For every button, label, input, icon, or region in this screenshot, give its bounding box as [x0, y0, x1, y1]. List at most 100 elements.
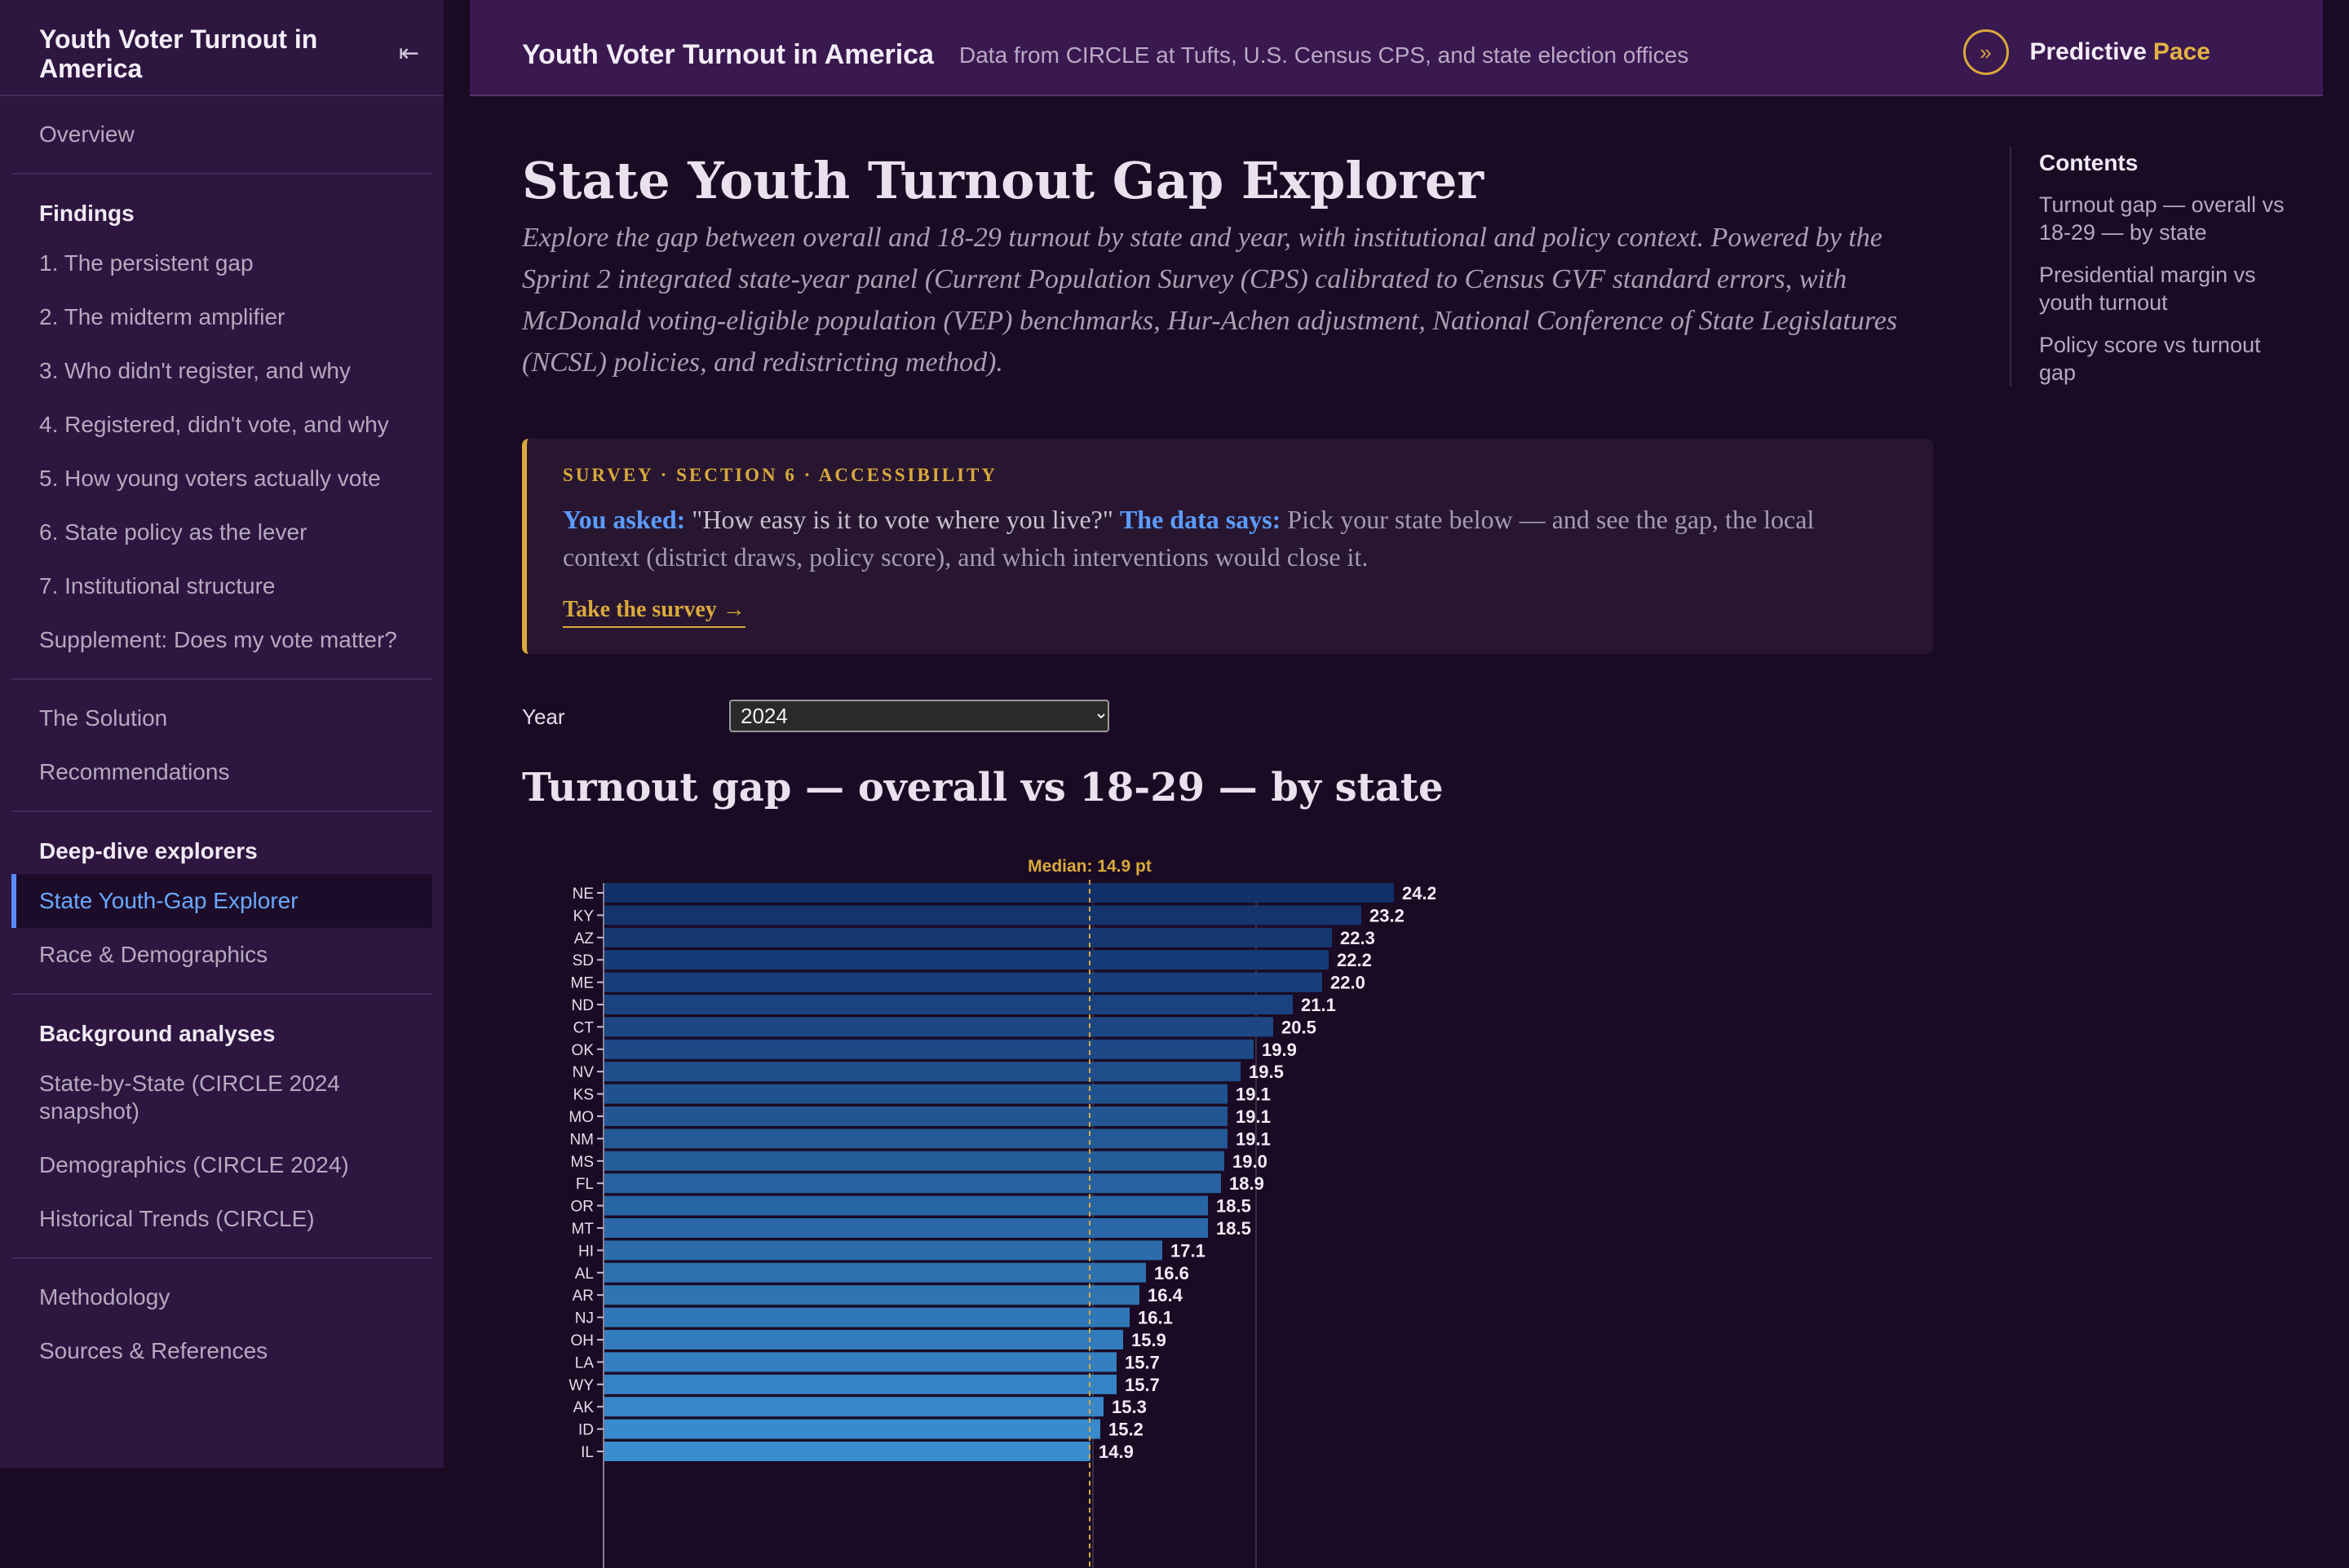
- value-label-ar: 16.4: [1148, 1285, 1183, 1305]
- sidebar: Youth Voter Turnout in America ⇤ Overvie…: [0, 0, 444, 1468]
- brand-link[interactable]: » Predictive Pace: [1962, 29, 2210, 75]
- toc-item-presidential-margin[interactable]: Presidential margin vs youth turnout: [2039, 263, 2256, 315]
- sidebar-item-finding-1[interactable]: 1. The persistent gap: [39, 250, 254, 276]
- toc-heading: Contents: [2039, 150, 2139, 175]
- sidebar-item-overview[interactable]: Overview: [39, 121, 135, 147]
- toc-item-policy-score[interactable]: Policy score vs turnout gap: [2039, 333, 2261, 385]
- sidebar-item-recommendations[interactable]: Recommendations: [39, 759, 230, 784]
- sidebar-item-methodology[interactable]: Methodology: [39, 1284, 170, 1310]
- bar-sd: [604, 950, 1329, 970]
- tick-label-sd: SD: [573, 952, 594, 970]
- bar-la: [604, 1352, 1117, 1372]
- tick-label-ct: CT: [573, 1019, 595, 1036]
- tick-label-or: OR: [571, 1199, 595, 1216]
- callout-kicker: SURVEY · SECTION 6 · ACCESSIBILITY: [563, 465, 998, 485]
- table-of-contents: Contents Turnout gap — overall vs 18-29 …: [2010, 147, 2303, 386]
- sidebar-heading-deep-dive: Deep-dive explorers: [39, 838, 258, 864]
- tick-label-ok: OK: [572, 1042, 595, 1059]
- chevrons-right-icon: »: [1962, 29, 2009, 75]
- bar-hi: [604, 1240, 1162, 1261]
- sidebar-item-supplement[interactable]: Supplement: Does my vote matter?: [39, 627, 397, 652]
- sidebar-item-solution[interactable]: The Solution: [39, 705, 168, 731]
- value-label-ms: 19.0: [1232, 1151, 1267, 1172]
- sidebar-item-race-demographics[interactable]: Race & Demographics: [39, 942, 268, 967]
- sidebar-item-finding-4[interactable]: 4. Registered, didn't vote, and why: [39, 412, 389, 437]
- sidebar-item-state-by-state[interactable]: State-by-State (CIRCLE 2024 snapshot): [39, 1071, 340, 1124]
- bar-il: [604, 1442, 1090, 1461]
- sidebar-item-finding-6[interactable]: 6. State policy as the lever: [39, 519, 307, 545]
- bar-ky: [604, 905, 1361, 925]
- sidebar-item-demographics[interactable]: Demographics (CIRCLE 2024): [39, 1152, 349, 1177]
- value-label-hi: 17.1: [1170, 1240, 1205, 1261]
- turnout-gap-bar-chart: NE 24.2 KY 23.2 AZ 22.3 SD 22.2 ME 22.0 ND 21.1 CT 20…: [568, 857, 1436, 1568]
- tick-label-nj: NJ: [575, 1310, 594, 1327]
- bar-nm: [604, 1129, 1228, 1149]
- sidebar-item-finding-5[interactable]: 5. How young voters actually vote: [39, 466, 381, 491]
- bar-ne: [604, 883, 1394, 903]
- tick-label-ar: AR: [573, 1288, 594, 1305]
- bar-me: [604, 972, 1322, 992]
- bar-al: [604, 1262, 1146, 1283]
- page-title: State Youth Turnout Gap Explorer: [522, 151, 1484, 210]
- sidebar-group-background: Background analyses State-by-State (CIRC…: [11, 995, 432, 1259]
- bar-ms: [604, 1151, 1224, 1171]
- sidebar-item-historical-trends[interactable]: Historical Trends (CIRCLE): [39, 1206, 315, 1231]
- median-label: Median: 14.9 pt: [1028, 857, 1152, 876]
- sidebar-item-sources[interactable]: Sources & References: [39, 1338, 268, 1363]
- tick-label-la: LA: [575, 1354, 595, 1371]
- bar-ar: [604, 1285, 1139, 1305]
- value-label-ct: 20.5: [1281, 1017, 1316, 1037]
- bar-mo: [604, 1106, 1228, 1126]
- value-label-oh: 15.9: [1131, 1330, 1166, 1350]
- sidebar-item-finding-3[interactable]: 3. Who didn't register, and why: [39, 358, 351, 383]
- survey-callout: SURVEY · SECTION 6 · ACCESSIBILITY You a…: [522, 439, 1933, 654]
- callout-question: "How easy is it to vote where you live?": [692, 505, 1113, 534]
- bar-ok: [604, 1039, 1254, 1059]
- top-bar: Youth Voter Turnout in America Data from…: [470, 0, 2323, 96]
- value-label-ok: 19.9: [1262, 1040, 1297, 1060]
- sidebar-title: Youth Voter Turnout in America: [39, 24, 318, 83]
- bar-wy: [604, 1374, 1117, 1394]
- sidebar-item-state-youth-gap[interactable]: State Youth-Gap Explorer: [11, 874, 432, 928]
- bar-nd: [604, 995, 1293, 1014]
- sidebar-group-findings: Findings 1. The persistent gap 2. The mi…: [11, 174, 432, 680]
- value-label-or: 18.5: [1216, 1196, 1251, 1217]
- bar-az: [604, 927, 1332, 947]
- bar-ks: [604, 1084, 1228, 1104]
- tick-label-il: IL: [581, 1444, 594, 1461]
- callout-ask-label: You asked:: [563, 505, 686, 534]
- take-survey-link[interactable]: Take the survey →: [563, 597, 745, 628]
- sidebar-item-finding-2[interactable]: 2. The midterm amplifier: [39, 304, 285, 329]
- tick-label-nm: NM: [569, 1131, 594, 1148]
- collapse-sidebar-icon[interactable]: ⇤: [398, 40, 419, 67]
- sidebar-header: Youth Voter Turnout in America ⇤: [0, 0, 444, 96]
- bar-oh: [604, 1330, 1123, 1349]
- value-label-al: 16.6: [1154, 1263, 1189, 1283]
- bar-fl: [604, 1173, 1221, 1194]
- section-title-turnout-gap: Turnout gap — overall vs 18-29 — by stat…: [522, 765, 1444, 811]
- tick-label-mo: MO: [568, 1109, 594, 1126]
- value-label-nm: 19.1: [1236, 1129, 1271, 1149]
- value-label-mo: 19.1: [1236, 1106, 1271, 1127]
- tick-label-me: ME: [571, 975, 595, 992]
- app-title[interactable]: Youth Voter Turnout in America: [522, 39, 934, 70]
- value-label-me: 22.0: [1330, 973, 1365, 993]
- bar-nv: [604, 1062, 1241, 1082]
- bar-ak: [604, 1397, 1104, 1417]
- year-select[interactable]: 2024: [729, 700, 1109, 732]
- value-label-nd: 21.1: [1301, 995, 1336, 1015]
- tick-label-oh: OH: [571, 1332, 595, 1349]
- callout-body: You asked: "How easy is it to vote where…: [563, 501, 1897, 576]
- tick-label-wy: WY: [568, 1377, 594, 1394]
- brand-name-second: Pace: [2152, 38, 2210, 65]
- tick-label-ne: NE: [573, 886, 594, 903]
- year-label: Year: [522, 704, 565, 729]
- value-label-az: 22.3: [1340, 928, 1375, 948]
- toc-item-turnout-gap[interactable]: Turnout gap — overall vs 18-29 — by stat…: [2039, 192, 2285, 245]
- tick-label-al: AL: [575, 1265, 594, 1283]
- page-intro: Explore the gap between overall and 18-2…: [522, 223, 1898, 378]
- sidebar-item-finding-7[interactable]: 7. Institutional structure: [39, 573, 276, 598]
- value-label-fl: 18.9: [1229, 1173, 1264, 1194]
- tick-label-ak: AK: [573, 1399, 595, 1416]
- tick-label-fl: FL: [576, 1176, 594, 1193]
